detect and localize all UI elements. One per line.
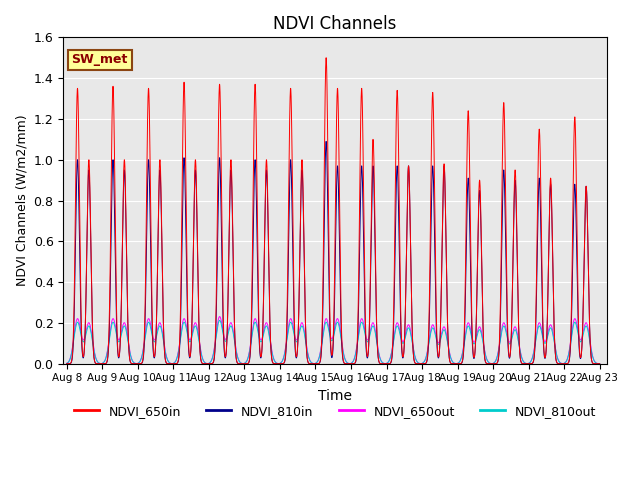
- NDVI_810in: [189, 246, 197, 252]
- NDVI_650in: [264, 192, 271, 198]
- NDVI_810in: [193, 181, 200, 187]
- NDVI_650in: [193, 172, 200, 178]
- NDVI_650out: [596, 361, 604, 367]
- NDVI_650out: [187, 336, 195, 342]
- NDVI_810in: [301, 326, 309, 332]
- NDVI_810in: [323, 139, 330, 144]
- Text: SW_met: SW_met: [72, 53, 128, 66]
- NDVI_810out: [302, 339, 310, 345]
- NDVI_650out: [302, 337, 310, 343]
- NDVI_650in: [596, 361, 604, 367]
- Title: NDVI Channels: NDVI Channels: [273, 15, 397, 33]
- Y-axis label: NDVI Channels (W/m2/mm): NDVI Channels (W/m2/mm): [15, 115, 28, 287]
- NDVI_810in: [592, 361, 600, 367]
- NDVI_650out: [264, 323, 271, 328]
- NDVI_810out: [193, 324, 200, 330]
- NDVI_810in: [596, 361, 604, 367]
- Line: NDVI_810out: NDVI_810out: [67, 320, 600, 364]
- NDVI_810out: [189, 327, 197, 333]
- Line: NDVI_650in: NDVI_650in: [67, 58, 600, 364]
- NDVI_650out: [63, 360, 70, 366]
- NDVI_650in: [323, 55, 330, 60]
- NDVI_650in: [189, 240, 197, 245]
- NDVI_810out: [187, 338, 195, 344]
- NDVI_650out: [216, 314, 223, 320]
- NDVI_650in: [187, 350, 195, 356]
- Legend: NDVI_650in, NDVI_810in, NDVI_650out, NDVI_810out: NDVI_650in, NDVI_810in, NDVI_650out, NDV…: [68, 400, 601, 423]
- NDVI_810in: [489, 361, 497, 367]
- NDVI_810out: [216, 317, 223, 323]
- NDVI_650in: [63, 361, 70, 367]
- Line: NDVI_650out: NDVI_650out: [67, 317, 600, 364]
- NDVI_650out: [193, 321, 200, 326]
- NDVI_650out: [454, 361, 461, 367]
- NDVI_810out: [63, 360, 70, 366]
- NDVI_810out: [454, 361, 461, 367]
- NDVI_650out: [592, 360, 600, 365]
- NDVI_810in: [63, 361, 70, 367]
- NDVI_810out: [592, 360, 600, 365]
- Line: NDVI_810in: NDVI_810in: [67, 142, 600, 364]
- NDVI_650out: [189, 324, 197, 330]
- NDVI_810in: [264, 201, 271, 207]
- NDVI_810out: [596, 361, 604, 367]
- NDVI_650in: [301, 324, 309, 330]
- NDVI_810in: [187, 351, 195, 357]
- X-axis label: Time: Time: [318, 389, 352, 403]
- NDVI_650in: [591, 361, 599, 367]
- NDVI_810out: [264, 326, 271, 332]
